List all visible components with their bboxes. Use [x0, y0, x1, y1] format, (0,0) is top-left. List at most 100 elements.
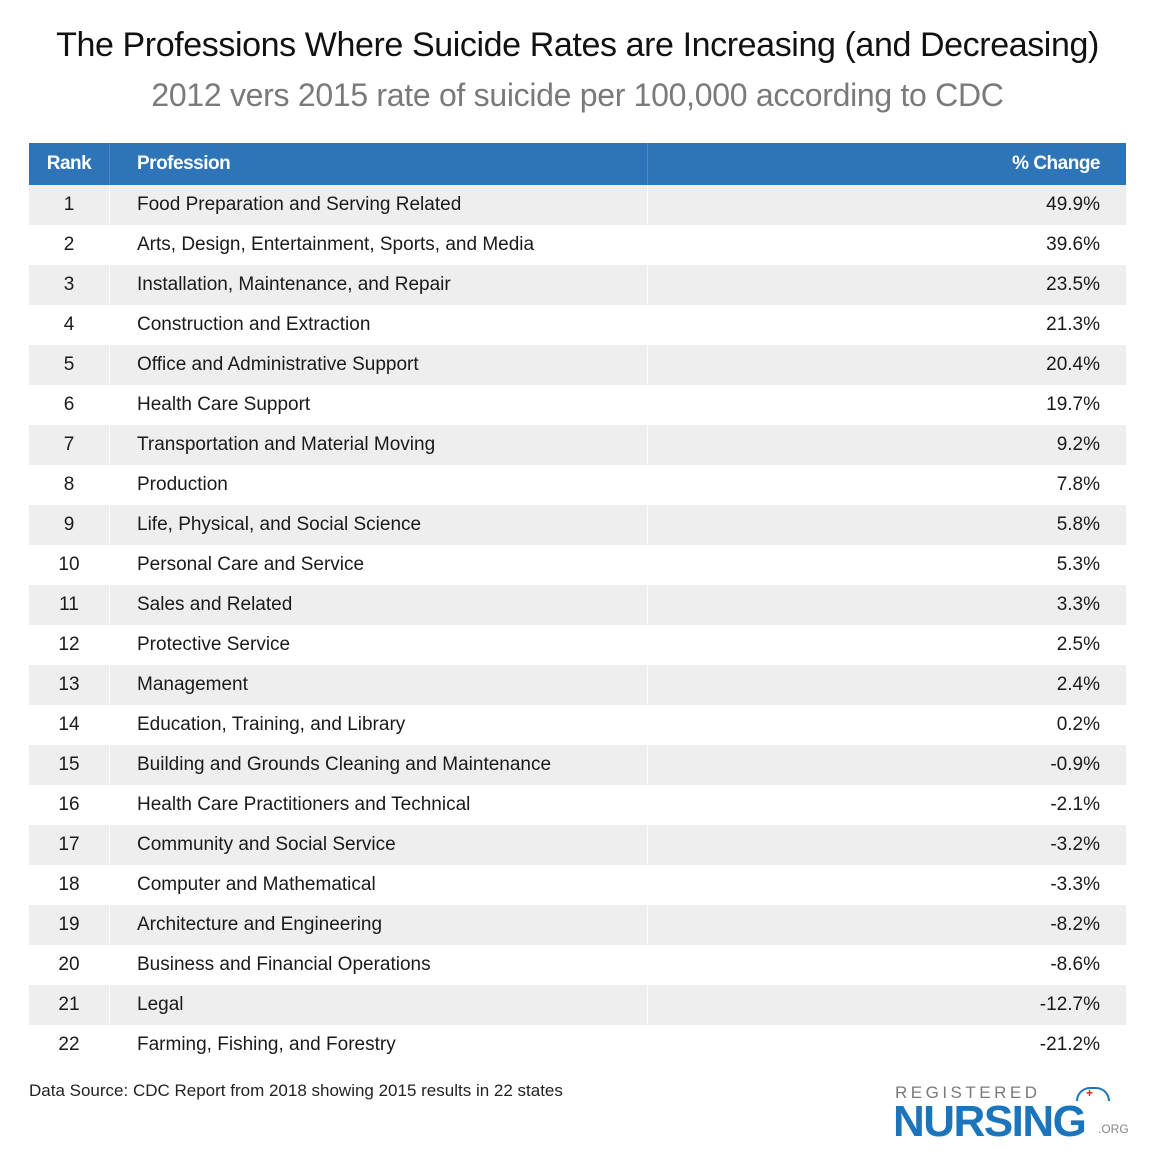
rank-cell: 15: [29, 745, 110, 785]
rank-cell: 14: [29, 705, 110, 745]
red-cross-icon: +: [1086, 1086, 1094, 1100]
change-cell: 3.3%: [647, 585, 1126, 625]
table-row: 6 Health Care Support 19.7%: [29, 385, 1126, 425]
profession-cell: Personal Care and Service: [109, 545, 648, 585]
table-row: 4 Construction and Extraction 21.3%: [29, 305, 1126, 345]
profession-cell: Building and Grounds Cleaning and Mainte…: [109, 745, 648, 785]
rank-cell: 7: [29, 425, 110, 465]
profession-cell: Arts, Design, Entertainment, Sports, and…: [109, 225, 648, 265]
change-cell: -3.3%: [1050, 874, 1100, 895]
table-row: 9 Life, Physical, and Social Science 5.8%: [29, 505, 1126, 545]
data-source: Data Source: CDC Report from 2018 showin…: [29, 1081, 563, 1100]
rank-cell: 2: [29, 225, 110, 265]
table-body: 1 Food Preparation and Serving Related 49.…: [29, 185, 1126, 1065]
table-row: 15 Building and Grounds Cleaning and Main…: [29, 745, 1126, 785]
rank-cell: 3: [29, 265, 110, 305]
change-cell: -3.2%: [647, 825, 1126, 865]
change-cell: 7.8%: [1056, 474, 1100, 495]
rank-cell: 6: [29, 385, 110, 425]
registered-nursing-logo: REGISTERED + NURSING .ORG: [893, 1083, 1133, 1146]
change-cell: 39.6%: [1046, 234, 1100, 255]
header-rank: Rank: [29, 143, 110, 185]
rank-cell: 20: [29, 945, 110, 985]
table-row: 16 Health Care Practitioners and Technica…: [29, 785, 1126, 825]
profession-cell: Sales and Related: [109, 585, 648, 625]
change-cell: -12.7%: [647, 985, 1126, 1025]
change-cell: 21.3%: [1046, 314, 1100, 335]
profession-cell: Health Care Support: [109, 385, 648, 425]
header-row: Rank Profession % Change: [29, 143, 1126, 185]
rank-cell: 17: [29, 825, 110, 865]
rank-cell: 16: [29, 785, 110, 825]
rank-cell: 8: [29, 465, 110, 505]
table-row: 10 Personal Care and Service 5.3%: [29, 545, 1126, 585]
table-row: 20 Business and Financial Operations -8.6%: [29, 945, 1126, 985]
table-row: 17 Community and Social Service -3.2%: [29, 825, 1126, 865]
table-row: 2 Arts, Design, Entertainment, Sports, an…: [29, 225, 1126, 265]
page-title: The Professions Where Suicide Rates are …: [56, 26, 1099, 64]
profession-cell: Architecture and Engineering: [109, 905, 648, 945]
profession-cell: Community and Social Service: [109, 825, 648, 865]
rank-cell: 18: [29, 865, 110, 905]
profession-cell: Production: [109, 465, 648, 505]
profession-cell: Construction and Extraction: [109, 305, 648, 345]
table-row: 18 Computer and Mathematical -3.3%: [29, 865, 1126, 905]
change-cell: -21.2%: [1039, 1034, 1100, 1055]
rank-cell: 1: [29, 185, 110, 225]
table-row: 21 Legal -12.7%: [29, 985, 1126, 1025]
rank-cell: 4: [29, 305, 110, 345]
rank-cell: 5: [29, 345, 110, 385]
profession-cell: Food Preparation and Serving Related: [109, 185, 648, 225]
page-subtitle: 2012 vers 2015 rate of suicide per 100,0…: [151, 77, 1004, 113]
table-row: 22 Farming, Fishing, and Forestry -21.2%: [29, 1025, 1126, 1065]
profession-cell: Health Care Practitioners and Technical: [109, 785, 648, 825]
logo-suffix: .ORG: [1098, 1122, 1129, 1136]
rank-cell: 10: [29, 545, 110, 585]
profession-cell: Office and Administrative Support: [109, 345, 648, 385]
profession-cell: Management: [109, 665, 648, 705]
table-row: 11 Sales and Related 3.3%: [29, 585, 1126, 625]
profession-cell: Legal: [109, 985, 648, 1025]
change-cell: 19.7%: [1046, 394, 1100, 415]
change-cell: -8.2%: [647, 905, 1126, 945]
table-row: 3 Installation, Maintenance, and Repair 23…: [29, 265, 1126, 305]
change-cell: 23.5%: [647, 265, 1126, 305]
change-cell: -2.1%: [1050, 794, 1100, 815]
table-row: 8 Production 7.8%: [29, 465, 1126, 505]
table-row: 13 Management 2.4%: [29, 665, 1126, 705]
profession-cell: Farming, Fishing, and Forestry: [109, 1025, 648, 1065]
header-profession: Profession: [109, 143, 648, 185]
change-cell: 9.2%: [647, 425, 1126, 465]
change-cell: 2.5%: [1056, 634, 1100, 655]
table-row: 1 Food Preparation and Serving Related 49.…: [29, 185, 1126, 225]
table-row: 19 Architecture and Engineering -8.2%: [29, 905, 1126, 945]
profession-cell: Education, Training, and Library: [109, 705, 648, 745]
rank-cell: 11: [29, 585, 110, 625]
change-cell: 2.4%: [647, 665, 1126, 705]
change-cell: 20.4%: [647, 345, 1126, 385]
profession-cell: Life, Physical, and Social Science: [109, 505, 648, 545]
rank-cell: 21: [29, 985, 110, 1025]
logo-line2: NURSING: [893, 1097, 1087, 1146]
profession-cell: Business and Financial Operations: [109, 945, 648, 985]
change-cell: 5.3%: [1056, 554, 1100, 575]
table-row: 7 Transportation and Material Moving 9.2%: [29, 425, 1126, 465]
rank-cell: 19: [29, 905, 110, 945]
change-cell: 49.9%: [647, 185, 1126, 225]
profession-cell: Transportation and Material Moving: [109, 425, 648, 465]
profession-cell: Protective Service: [109, 625, 648, 665]
rank-cell: 13: [29, 665, 110, 705]
header-change: % Change: [647, 143, 1126, 185]
profession-table: Rank Profession % Change 1 Food Preparati…: [29, 143, 1126, 1065]
change-cell: 0.2%: [1056, 714, 1100, 735]
profession-cell: Computer and Mathematical: [109, 865, 648, 905]
table-row: 12 Protective Service 2.5%: [29, 625, 1126, 665]
change-cell: -8.6%: [1050, 954, 1100, 975]
profession-cell: Installation, Maintenance, and Repair: [109, 265, 648, 305]
table-row: 5 Office and Administrative Support 20.4%: [29, 345, 1126, 385]
table-row: 14 Education, Training, and Library 0.2%: [29, 705, 1126, 745]
rank-cell: 12: [29, 625, 110, 665]
rank-cell: 9: [29, 505, 110, 545]
rank-cell: 22: [29, 1025, 110, 1065]
